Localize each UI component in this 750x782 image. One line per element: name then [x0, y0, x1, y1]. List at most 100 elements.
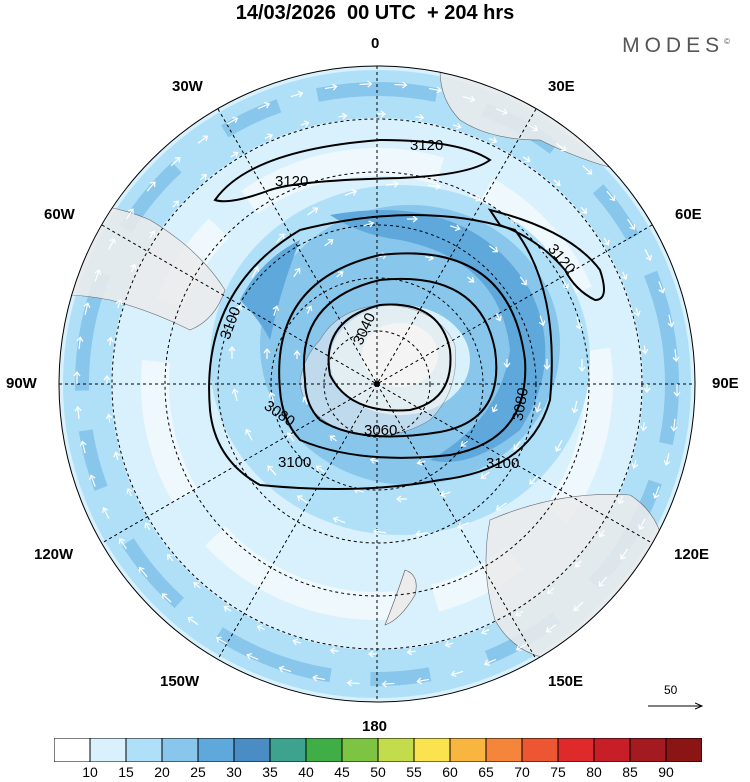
wind-arrow	[307, 207, 319, 216]
wind-arrow	[444, 640, 454, 648]
wind-arrow	[228, 346, 236, 359]
wind-arrow	[519, 276, 527, 286]
wind-arrow	[513, 440, 521, 451]
wind-arrow	[672, 349, 680, 363]
wind-arrow	[292, 638, 302, 646]
wind-arrow	[290, 90, 304, 98]
wind-arrow	[631, 459, 639, 469]
wind-arrow	[324, 83, 338, 91]
wind-arrow	[73, 371, 81, 384]
wind-arrow	[644, 249, 652, 261]
wind-arrow	[230, 151, 239, 158]
colorbar-tick-label: 65	[478, 764, 494, 780]
wind-arrow	[488, 245, 499, 253]
wind-arrow	[543, 359, 551, 370]
wind-arrow	[193, 582, 201, 589]
wind-arrow	[488, 137, 498, 144]
wind-arrow	[617, 495, 624, 505]
pole-marker	[374, 381, 380, 387]
colorbar	[54, 738, 702, 762]
wind-arrow	[113, 451, 121, 461]
wind-arrow	[578, 359, 586, 372]
wind-arrow	[468, 194, 482, 202]
wind-arrow	[369, 457, 379, 464]
wind-arrow	[580, 206, 587, 214]
colorbar-tick-label: 15	[118, 764, 134, 780]
wind-arrow	[652, 486, 660, 499]
lon-label-90w: 90W	[6, 375, 37, 392]
colorbar-swatch	[449, 738, 487, 762]
wind-arrow	[161, 593, 172, 603]
meridian-30e	[217, 108, 537, 660]
colorbar-swatch	[89, 738, 127, 762]
colorbar-swatch	[557, 738, 595, 762]
wind-arrow	[415, 113, 425, 121]
wind-arrow	[495, 107, 508, 116]
contour-label: 3100	[486, 455, 519, 472]
wind-arrow	[506, 214, 518, 223]
wind-arrow	[118, 537, 127, 550]
wind-arrow	[620, 548, 629, 560]
colorbar-tick-label: 80	[586, 764, 602, 780]
lon-label-60w: 60W	[44, 206, 75, 223]
wind-arrow	[495, 313, 502, 322]
wind-arrow	[406, 648, 416, 656]
wind-arrow	[251, 266, 260, 278]
wind-arrow	[529, 474, 539, 485]
colorbar-swatch	[305, 738, 343, 762]
colorbar-tick-label: 75	[550, 764, 566, 780]
wind-arrow	[130, 263, 137, 273]
colorbar-tick-label: 50	[370, 764, 386, 780]
lon-label-120w: 120W	[34, 546, 74, 563]
wind-arrow	[416, 458, 426, 466]
contour-3120-east	[487, 208, 605, 302]
lon-label-150w: 150W	[160, 673, 200, 690]
latitude-circle	[323, 330, 431, 438]
polar-jet-core-west	[240, 240, 300, 340]
wind-arrow	[293, 267, 301, 278]
meridian-60	[101, 224, 653, 544]
colorbar-tick-label: 20	[154, 764, 170, 780]
wind-arrow	[495, 502, 507, 511]
wind-arrow	[673, 384, 681, 397]
wind-arrow	[167, 554, 174, 562]
wind-arrow	[329, 647, 339, 655]
colorbar-tick-label: 55	[406, 764, 422, 780]
wind-arrow	[226, 116, 239, 125]
contour-3120-north	[213, 138, 492, 203]
wind-arrow	[534, 402, 542, 413]
wind-arrow	[561, 277, 569, 290]
wind-arrow	[170, 156, 181, 167]
wind-arrow	[575, 316, 583, 330]
wind-arrow	[480, 628, 490, 635]
wind-arrow	[272, 305, 280, 316]
wind-arrow	[215, 636, 228, 645]
wind-arrow	[199, 174, 207, 181]
wind-arrow	[503, 359, 511, 368]
colorbar-tick-label: 10	[82, 764, 98, 780]
contour-3060	[303, 277, 498, 438]
wind-arrow	[394, 81, 408, 89]
wind-arrow	[105, 413, 113, 423]
vector-reference-label: 50	[664, 683, 678, 697]
wind-arrow	[332, 516, 346, 524]
wind-arrow	[670, 418, 678, 432]
wind-arrow	[83, 302, 91, 315]
wind-arrow	[126, 487, 133, 497]
wind-arrow	[515, 643, 528, 652]
colorbar-swatch	[197, 738, 235, 762]
wind-arrow	[106, 336, 114, 346]
brand-logo: MODES©	[622, 34, 730, 58]
wind-arrow	[267, 465, 277, 476]
lon-label-120e: 120E	[674, 546, 710, 563]
wind-arrow	[633, 307, 641, 317]
land-australia	[485, 493, 666, 661]
colorbar-swatch	[341, 738, 379, 762]
lon-label-180: 180	[362, 718, 388, 735]
wind-arrow	[663, 453, 671, 466]
wind-arrow	[125, 208, 134, 220]
wind-arrow	[144, 522, 151, 531]
wind-arrow	[363, 220, 375, 228]
contour-label: 3080	[509, 386, 532, 422]
